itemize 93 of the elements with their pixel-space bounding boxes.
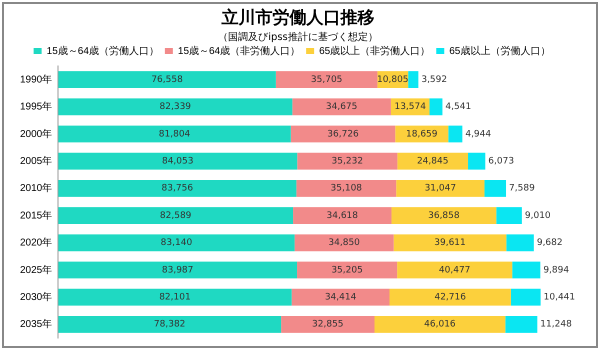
y-tick-label: 2000年: [20, 128, 52, 140]
bar: [395, 126, 448, 142]
bar: [496, 207, 522, 224]
bar: [510, 288, 541, 306]
data-label: 6,073: [488, 156, 514, 167]
data-label: 34,675: [326, 102, 358, 112]
data-label: 9,010: [524, 210, 551, 221]
data-label: 35,108: [330, 184, 362, 194]
data-label: 46,016: [424, 320, 456, 330]
data-label: 40,477: [438, 265, 470, 276]
bar: [484, 180, 506, 197]
bar: [58, 126, 291, 142]
bar: [397, 262, 512, 278]
y-tick-label: 1995年: [20, 100, 52, 113]
legend-label: 65歳以上（労働人口）: [449, 44, 550, 57]
data-label: 35,705: [310, 74, 342, 85]
bar: [396, 180, 484, 197]
bar: [58, 234, 295, 252]
data-label: 35,232: [332, 156, 364, 167]
data-label: 11,248: [540, 320, 572, 330]
bar: [58, 98, 292, 116]
data-label: 82,339: [160, 102, 192, 112]
data-label: 76,558: [151, 74, 184, 85]
data-label: 83,987: [162, 265, 194, 276]
bar: [374, 316, 506, 333]
data-label: 34,414: [324, 292, 357, 303]
data-label: 13,574: [394, 102, 426, 112]
legend-label: 65歳以上（非労働人口）: [319, 44, 430, 57]
bar: [281, 316, 374, 333]
y-tick-label: 2015年: [20, 209, 52, 222]
y-tick-label: 2005年: [20, 154, 52, 167]
data-label: 7,589: [509, 184, 536, 194]
bar: [292, 98, 391, 116]
data-label: 18,659: [406, 129, 438, 140]
bar: [290, 126, 396, 142]
bar: [292, 288, 390, 306]
data-label: 34,618: [326, 210, 358, 221]
bar: [58, 262, 298, 278]
bar: [58, 288, 292, 306]
y-tick-label: 1990年: [20, 73, 52, 86]
data-label: 81,804: [158, 129, 191, 140]
bar: [293, 207, 392, 224]
bar: [390, 288, 511, 306]
data-label: 82,589: [160, 210, 192, 221]
data-label: 83,756: [162, 184, 194, 194]
bar: [58, 316, 282, 333]
data-label: 9,894: [543, 265, 570, 276]
bar: [296, 180, 396, 197]
data-label: 10,441: [544, 292, 576, 303]
legend-label: 15歳～64歳（労働人口）: [46, 44, 159, 57]
data-label: 31,047: [424, 184, 456, 194]
bar: [58, 71, 276, 88]
data-label: 32,855: [312, 320, 344, 330]
data-label: 4,944: [465, 129, 492, 140]
y-tick-label: 2035年: [20, 318, 52, 330]
chart-title: 立川市労働人口推移: [220, 7, 376, 29]
bar: [391, 207, 496, 224]
data-label: 35,205: [331, 265, 363, 276]
bar: [276, 71, 378, 88]
legend-label: 15歳～64歳（非労働人口）: [178, 44, 300, 57]
data-label: 34,850: [328, 238, 360, 248]
data-label: 9,682: [536, 238, 563, 248]
bar: [297, 262, 398, 278]
bar: [468, 152, 486, 170]
y-tick-label: 2025年: [20, 264, 52, 276]
data-label: 42,716: [434, 292, 466, 303]
data-label: 24,845: [416, 156, 448, 167]
bar: [430, 98, 442, 116]
bar: [58, 152, 298, 170]
bar: [294, 234, 394, 252]
data-label: 4,541: [445, 102, 472, 112]
data-label: 82,101: [159, 292, 191, 303]
bar: [297, 152, 398, 170]
bar: [505, 316, 538, 333]
data-label: 78,382: [154, 320, 186, 330]
bar: [394, 234, 506, 252]
y-tick-label: 2020年: [20, 236, 52, 249]
data-label: 3,592: [421, 74, 448, 85]
chart-subtitle: （国調及びipss推計に基づく想定）: [217, 30, 379, 44]
bar: [448, 126, 462, 142]
data-label: 84,053: [162, 156, 194, 167]
bar: [58, 180, 296, 197]
data-label: 10,805: [377, 74, 409, 85]
bar: [512, 262, 540, 278]
bar: [408, 71, 418, 88]
data-label: 36,726: [327, 129, 360, 140]
data-label: 36,858: [428, 210, 460, 221]
data-label: 83,140: [160, 238, 192, 248]
bar: [58, 207, 294, 224]
bar: [506, 234, 534, 252]
y-tick-label: 2030年: [20, 290, 52, 303]
data-label: 39,611: [434, 238, 466, 248]
y-tick-label: 2010年: [20, 182, 52, 194]
